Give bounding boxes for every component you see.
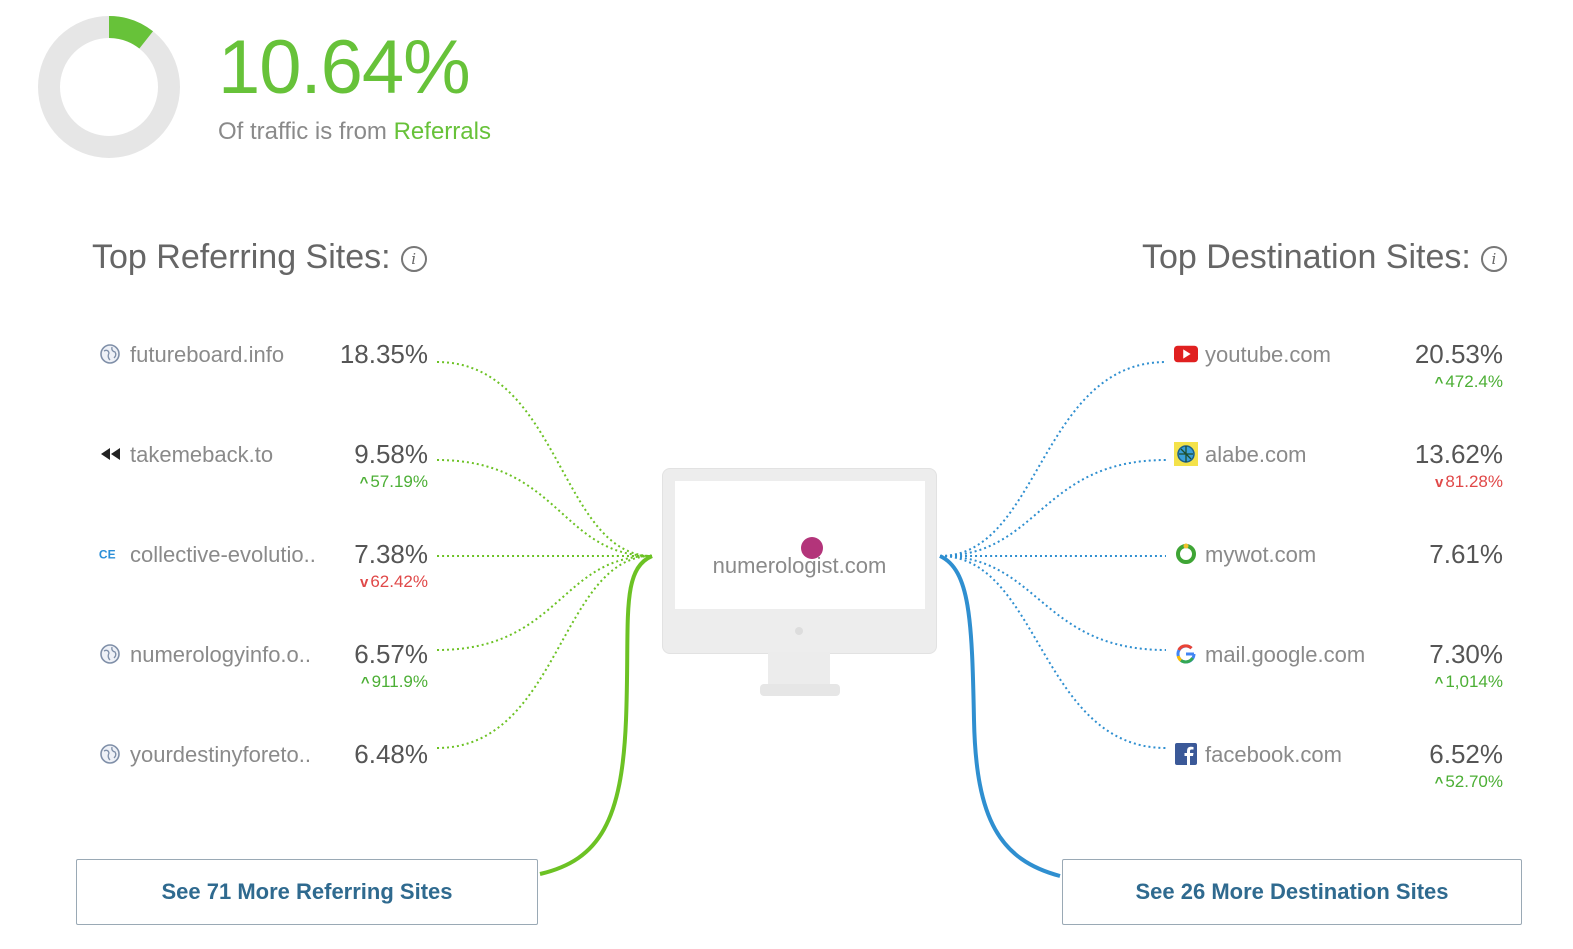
referring-title-text: Top Referring Sites: (92, 238, 391, 276)
site-share: 20.53% (1414, 339, 1503, 369)
center-domain: numerologist.com (712, 553, 887, 578)
site-name[interactable]: youtube.com (1205, 342, 1331, 367)
site-share: 9.58% (354, 439, 428, 469)
site-change: ^ 911.9% (308, 672, 428, 693)
referring-connector (436, 361, 653, 557)
site-change-value: 57.19% (370, 472, 428, 491)
globe-icon (98, 642, 122, 666)
info-icon[interactable]: i (1480, 246, 1507, 273)
site-change: ^ 57.19% (308, 472, 428, 493)
referring-site-row[interactable]: futureboard.info 18.35% (0, 339, 1573, 402)
arrow-up-icon: ^ (359, 474, 369, 491)
arrow-up-icon: ^ (1434, 674, 1444, 691)
site-share: 6.52% (1429, 739, 1503, 769)
site-change: ^ 52.70% (1383, 772, 1503, 793)
youtube-icon (1174, 342, 1198, 366)
facebook-icon (1174, 742, 1198, 766)
site-change-value: 472.4% (1445, 372, 1503, 391)
referring-connector (436, 555, 653, 651)
arrow-down-icon: v (359, 574, 369, 591)
arrow-up-icon: ^ (360, 674, 370, 691)
site-name[interactable]: takemeback.to (130, 442, 274, 467)
destination-trunk (939, 554, 1061, 878)
referring-trunk (539, 554, 653, 876)
globe-icon (98, 342, 122, 366)
destination-site-row[interactable]: facebook.com 6.52% ^ 52.70% (0, 739, 1573, 802)
referring-connector (436, 555, 653, 749)
more-referring-button[interactable]: See 71 More Referring Sites (76, 859, 538, 925)
rewind-icon (98, 442, 122, 466)
site-change: v 81.28% (1383, 472, 1503, 493)
destination-connector (939, 459, 1167, 557)
destination-title: Top Destination Sites: i (1142, 238, 1507, 277)
site-name[interactable]: facebook.com (1205, 742, 1342, 767)
subtitle-prefix: Of traffic is from (218, 118, 387, 145)
referral-share-donut (38, 16, 180, 158)
site-change: ^ 1,014% (1383, 672, 1503, 693)
info-icon[interactable]: i (400, 246, 427, 273)
arrow-up-icon: ^ (1434, 774, 1444, 791)
destination-connector (939, 555, 1167, 651)
site-name[interactable]: numerologyinfo.o.. (130, 642, 311, 667)
monitor-stand (768, 652, 830, 688)
arrow-down-icon: v (1434, 474, 1444, 491)
referring-site-row[interactable]: CE collective-evolutio.. 7.38% v 62.42% (0, 539, 1573, 602)
destination-site-row[interactable]: alabe.com 13.62% v 81.28% (0, 439, 1573, 502)
site-share: 18.35% (339, 339, 428, 369)
site-share: 7.38% (354, 539, 428, 569)
ce-logo-icon: CE (98, 542, 122, 566)
referring-site-row[interactable]: numerologyinfo.o.. 6.57% ^ 911.9% (0, 639, 1573, 702)
site-change-value: 1,014% (1445, 672, 1503, 691)
arrow-up-icon: ^ (1434, 374, 1444, 391)
site-name[interactable]: collective-evolutio.. (130, 542, 316, 567)
site-share: 7.30% (1429, 639, 1503, 669)
site-change-value: 52.70% (1445, 772, 1503, 791)
monitor-screen (675, 481, 925, 609)
referring-connector (436, 459, 653, 557)
site-change-value: 81.28% (1445, 472, 1503, 491)
site-change: v 62.42% (308, 572, 428, 593)
site-change-value: 911.9% (371, 672, 428, 691)
referring-title: Top Referring Sites: i (92, 238, 427, 277)
globe-icon (98, 742, 122, 766)
donut-track (38, 16, 180, 158)
site-name[interactable]: mywot.com (1205, 542, 1317, 567)
site-name[interactable]: yourdestinyforeto.. (130, 742, 311, 767)
site-change: ^ 472.4% (1383, 372, 1503, 393)
svg-text:CE: CE (99, 548, 116, 562)
destination-site-row[interactable]: youtube.com 20.53% ^ 472.4% (0, 339, 1573, 402)
destination-site-row[interactable]: mywot.com 7.61% (0, 539, 1573, 602)
site-share: 7.61% (1429, 539, 1503, 569)
site-name[interactable]: futureboard.info (130, 342, 285, 367)
referral-percent: 10.64% (218, 25, 471, 110)
alabe-icon (1174, 442, 1198, 466)
monitor-button (795, 627, 803, 635)
referring-site-row[interactable]: takemeback.to 9.58% ^ 57.19% (0, 439, 1573, 502)
subtitle-accent: Referrals (393, 118, 491, 145)
site-share: 13.62% (1414, 439, 1503, 469)
site-favicon-dot (801, 537, 823, 559)
site-name[interactable]: alabe.com (1205, 442, 1307, 467)
donut-referral-arc (108, 16, 154, 49)
destination-title-text: Top Destination Sites: (1142, 238, 1471, 276)
destination-site-row[interactable]: mail.google.com 7.30% ^ 1,014% (0, 639, 1573, 702)
site-share: 6.57% (354, 639, 428, 669)
more-destination-button[interactable]: See 26 More Destination Sites (1062, 859, 1522, 925)
referral-subtitle: Of traffic is from Referrals (218, 118, 491, 146)
google-icon (1174, 642, 1198, 666)
referring-site-row[interactable]: yourdestinyforeto.. 6.48% (0, 739, 1573, 802)
mywot-icon (1174, 542, 1198, 566)
site-change-value: 62.42% (370, 572, 428, 591)
destination-connector (939, 555, 1167, 749)
site-monitor: numerologist.com (662, 468, 937, 654)
site-name[interactable]: mail.google.com (1205, 642, 1366, 667)
site-share: 6.48% (354, 739, 428, 769)
monitor-stand-base (760, 684, 840, 696)
